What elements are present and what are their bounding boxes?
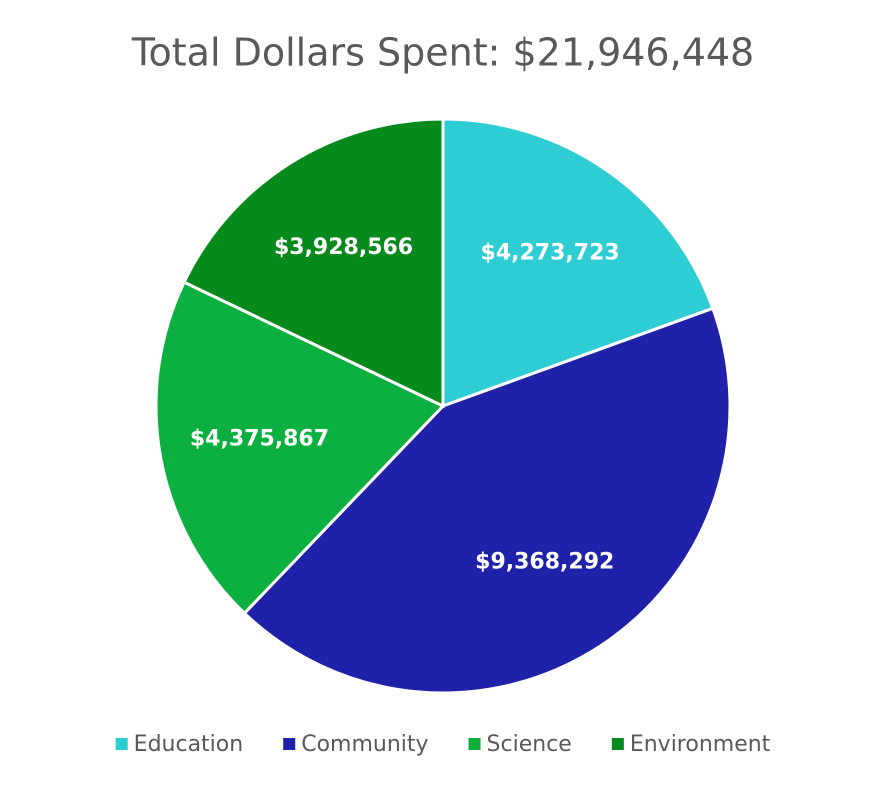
data-label: $4,375,867 [190, 426, 329, 451]
legend-swatch [611, 738, 624, 750]
legend-label: Science [487, 732, 572, 757]
pie-slice [242, 306, 732, 695]
pie-slice [441, 117, 715, 409]
data-label: $3,928,566 [274, 235, 413, 260]
legend-swatch [283, 738, 296, 750]
legend-swatch [468, 738, 481, 750]
legend-label: Community [301, 732, 428, 757]
chart-title: Total Dollars Spent: $21,946,448 [131, 31, 754, 75]
pie-slice [182, 117, 445, 409]
legend-swatch [115, 738, 128, 750]
legend-label: Education [134, 732, 244, 757]
legend-label: Environment [630, 732, 771, 757]
data-label: $4,273,723 [481, 240, 620, 265]
data-label: $9,368,292 [475, 549, 614, 574]
pie-slice [154, 280, 446, 616]
